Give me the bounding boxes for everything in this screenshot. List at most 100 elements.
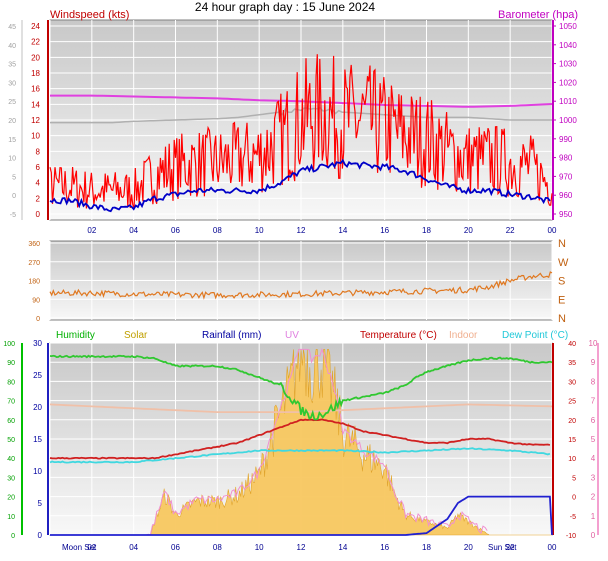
wind-speed-axis-tick: 20 — [31, 53, 40, 62]
rain-axis-tick: 10 — [33, 467, 42, 476]
uv-axis-tick: 10 — [589, 339, 598, 348]
compass-label: W — [558, 257, 569, 269]
temp-axis-tick: 30 — [568, 379, 576, 386]
rain-axis-tick: 30 — [33, 339, 42, 348]
temp-axis-tick: 20 — [568, 418, 576, 425]
barometer-axis-tick: 1030 — [559, 60, 577, 69]
uv-axis-tick: 8 — [591, 377, 596, 386]
uv-axis-tick: 2 — [591, 493, 596, 502]
humidity-axis-tick: 40 — [7, 456, 15, 463]
temp-x-tick-label: 08 — [213, 543, 222, 552]
wind-x-tick-label: 00 — [548, 226, 557, 235]
wind-gust-axis-tick: 35 — [8, 62, 16, 69]
uv-label: UV — [285, 330, 299, 341]
barometer-axis-tick: 970 — [559, 172, 573, 181]
humidity-axis-tick: 70 — [7, 399, 15, 406]
temp-axis-tick: -10 — [566, 533, 576, 540]
temp-axis-tick: 25 — [568, 399, 576, 406]
humidity-label: Humidity — [56, 330, 95, 341]
temp-axis-tick: 10 — [568, 456, 576, 463]
temp-axis-tick: 15 — [568, 437, 576, 444]
uv-axis-tick: 6 — [591, 416, 596, 425]
compass-label: S — [558, 276, 565, 288]
wind-x-tick-label: 20 — [464, 226, 473, 235]
wind-gust-axis-tick: 30 — [8, 80, 16, 87]
humidity-axis-tick: 100 — [3, 341, 15, 348]
wind-speed-axis-tick: 12 — [31, 116, 40, 125]
temp-x-tick-label: 02 — [87, 543, 96, 552]
direction-axis-tick: 360 — [28, 241, 40, 248]
temp-x-tick-label: 06 — [171, 543, 180, 552]
wind-x-tick-label: 04 — [129, 226, 138, 235]
wind-speed-axis-tick: 16 — [31, 85, 40, 94]
temp-x-tick-label: 00 — [548, 543, 557, 552]
humidity-axis-tick: 20 — [7, 495, 15, 502]
wind-x-tick-label: 10 — [255, 226, 264, 235]
uv-axis-tick: 0 — [591, 531, 596, 540]
moon-set-label: Moon Set — [62, 543, 97, 552]
gust-series-line — [50, 106, 552, 124]
windspeed-label: Windspeed (kts) — [50, 9, 129, 21]
uv-series-line — [144, 347, 488, 536]
wind-speed-axis-tick: 2 — [36, 194, 41, 203]
wind-gust-axis-tick: 40 — [8, 43, 16, 50]
humidity-axis-tick: 90 — [7, 360, 15, 367]
wind-x-tick-label: 18 — [422, 226, 431, 235]
wind-speed-axis-tick: 22 — [31, 38, 40, 47]
wind-speed-axis-tick: 8 — [36, 147, 41, 156]
humidity-axis-tick: 10 — [7, 514, 15, 521]
temp-axis-tick: -5 — [570, 514, 576, 521]
wind-speed-axis-tick: 14 — [31, 100, 40, 109]
wind-gust-axis-tick: 15 — [8, 137, 16, 144]
temp-axis-tick: 40 — [568, 341, 576, 348]
compass-label: E — [558, 294, 565, 306]
temperature-label: Temperature (°C) — [360, 330, 437, 341]
compass-label: N — [558, 313, 566, 325]
uv-axis-tick: 3 — [591, 473, 596, 482]
barometer-axis-tick: 1010 — [559, 97, 577, 106]
humidity-axis-tick: 60 — [7, 418, 15, 425]
wind-x-tick-label: 02 — [87, 226, 96, 235]
windspeed-series-line — [49, 54, 553, 209]
barometer-axis-tick: 960 — [559, 191, 573, 200]
solar-label: Solar — [124, 330, 148, 341]
wind-x-tick-label: 08 — [213, 226, 222, 235]
wind-gust-axis-tick: -5 — [10, 212, 16, 219]
wind-gust-axis-tick: 0 — [12, 193, 16, 200]
wind-x-tick-label: 22 — [506, 226, 515, 235]
wind-x-tick-label: 06 — [171, 226, 180, 235]
temp-x-tick-label: 14 — [338, 543, 347, 552]
direction-axis-tick: 0 — [36, 316, 40, 323]
barometer-axis-tick: 980 — [559, 154, 573, 163]
temp-axis-tick: 35 — [568, 360, 576, 367]
direction-axis-tick: 270 — [28, 260, 40, 267]
barometer-axis-tick: 990 — [559, 135, 573, 144]
humidity-series-line — [49, 354, 553, 421]
chart-title: 24 hour graph day : 15 June 2024 — [195, 0, 375, 14]
barometer-axis-tick: 1020 — [559, 78, 577, 87]
barometer-axis-tick: 950 — [559, 210, 573, 219]
direction-axis-tick: 180 — [28, 279, 40, 286]
temperature-series-line — [49, 418, 551, 460]
temp-x-tick-label: 10 — [255, 543, 264, 552]
temp-x-tick-label: 16 — [380, 543, 389, 552]
wind-x-tick-label: 14 — [338, 226, 347, 235]
sun-set-label: Sun Set — [488, 543, 517, 552]
rain-axis-tick: 5 — [38, 499, 43, 508]
wind-direction-series-line — [49, 271, 553, 300]
uv-axis-tick: 5 — [591, 435, 596, 444]
humidity-axis-tick: 30 — [7, 475, 15, 482]
barometer-label: Barometer (hpa) — [498, 9, 578, 21]
temp-x-tick-label: 12 — [297, 543, 306, 552]
wind-gust-axis-tick: 20 — [8, 118, 16, 125]
dewpoint-label: Dew Point (°C) — [502, 330, 568, 341]
dewpoint-series-line — [49, 447, 551, 464]
rain-axis-tick: 0 — [38, 531, 43, 540]
wind-speed-axis-tick: 4 — [36, 179, 41, 188]
barometer-axis-tick: 1040 — [559, 41, 577, 50]
compass-label: N — [558, 238, 566, 250]
rain-axis-tick: 20 — [33, 403, 42, 412]
wind-gust-axis-tick: 5 — [12, 174, 16, 181]
